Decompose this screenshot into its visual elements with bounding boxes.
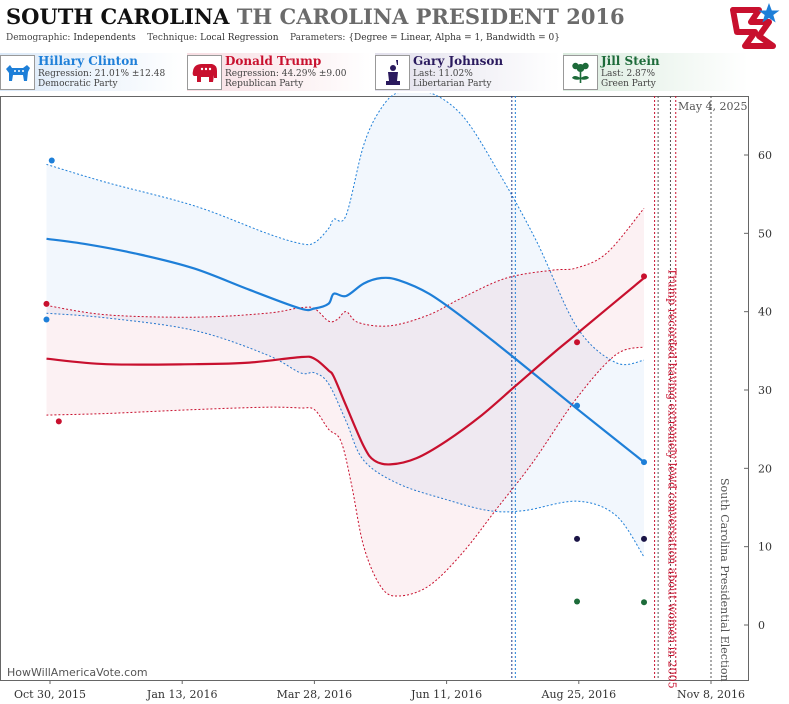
y-tick-label-2: 20 (758, 462, 772, 475)
y-tick-label-4: 40 (758, 306, 772, 319)
trend-line-1 (46, 277, 645, 466)
candidate-legend: Hillary Clinton Regression: 21.01% ±12.4… (0, 53, 789, 93)
title-state: SOUTH CAROLINA (6, 4, 230, 29)
title-race: TH CAROLINA PRESIDENT 2016 (236, 4, 625, 29)
poll-point-0-2 (574, 402, 581, 409)
trend-line-0 (46, 237, 645, 463)
x-tick-label-4: Aug 25, 2016 (541, 688, 617, 701)
confidence-band-0 (46, 93, 644, 557)
candidate-name: Gary Johnson (413, 54, 504, 68)
candidate-party: Democratic Party (38, 79, 118, 89)
poll-point-0-0 (48, 157, 55, 164)
demographic-label: Demographic: (6, 33, 71, 43)
y-tick-label-3: 30 (758, 384, 772, 397)
poll-point-3-1 (641, 599, 648, 606)
candidate-stat: Last: 11.02% (413, 69, 473, 79)
candidate-stat: Regression: 21.01% ±12.48 (38, 69, 166, 79)
y-tick-label-0: 0 (758, 619, 765, 632)
candidate-party: Green Party (601, 79, 656, 89)
poll-point-0-1 (43, 316, 50, 323)
candidate-stat: Last: 2.87% (601, 69, 656, 79)
poll-point-1-1 (55, 418, 62, 425)
lower-bound-1 (46, 346, 645, 597)
candidate-name: Hillary Clinton (38, 54, 138, 68)
parameters-line: Demographic: Independents Technique: Loc… (6, 33, 560, 43)
y-tick-label-5: 50 (758, 227, 772, 240)
candidate-party: Republican Party (225, 79, 304, 89)
lower-bound-0 (46, 312, 645, 558)
y-tick-label-1: 10 (758, 541, 772, 554)
y-tick-label-6: 60 (758, 149, 772, 162)
poll-point-1-0 (43, 300, 50, 307)
demographic-value: Independents (73, 33, 136, 43)
upper-bound-1 (46, 207, 645, 327)
upper-bound-0 (46, 93, 645, 366)
poll-point-0-3 (641, 459, 648, 466)
elephant-icon (187, 55, 222, 90)
plot-frame (0, 96, 749, 681)
page-title: SOUTH CAROLINA TH CAROLINA PRESIDENT 201… (6, 4, 625, 29)
site-logo-icon (730, 3, 780, 49)
x-tick-label-3: Jun 11, 2016 (410, 688, 482, 701)
candidate-name: Donald Trump (225, 54, 322, 68)
poll-chart: 0 10 20 30 40 50 60 Oct 30, 2015 Jan 13, 2016 Mar… (0, 93, 772, 701)
candidate-trump: Donald Trump Regression: 44.29% ±9.00 Re… (187, 53, 372, 91)
parameters-value: {Degree = Linear, Alpha = 1, Bandwidth =… (348, 33, 560, 43)
candidate-name: Jill Stein (601, 54, 660, 68)
x-tick-label-2: Mar 28, 2016 (277, 688, 353, 701)
candidate-party: Libertarian Party (413, 79, 492, 89)
x-tick-label-5: Nov 8, 2016 (677, 688, 745, 701)
donkey-icon (0, 55, 35, 90)
poll-point-2-0 (574, 535, 581, 542)
candidate-johnson: Gary Johnson Last: 11.02% Libertarian Pa… (375, 53, 560, 91)
poll-point-3-0 (574, 598, 581, 605)
candidate-stat: Regression: 44.29% ±9.00 (225, 69, 347, 79)
x-tick-label-0: Oct 30, 2015 (14, 688, 86, 701)
event-label-6: South Carolina Presidential Election (718, 478, 731, 682)
technique-label: Technique: (147, 33, 198, 43)
technique-value: Local Regression (200, 33, 279, 43)
date-stamp: May 4, 2025 (678, 100, 748, 113)
event-label-5: Trump recorded having extremely lewd con… (666, 268, 679, 689)
poll-point-2-1 (641, 535, 648, 542)
x-tick-label-1: Jan 13, 2016 (146, 688, 218, 701)
flower-icon (563, 55, 598, 90)
poll-point-1-3 (641, 273, 648, 280)
candidate-stein: Jill Stein Last: 2.87% Green Party (563, 53, 748, 91)
watermark: HowWillAmericaVote.com (7, 666, 148, 679)
liberty-icon (375, 55, 410, 90)
candidate-clinton: Hillary Clinton Regression: 21.01% ±12.4… (0, 53, 185, 91)
poll-point-1-2 (574, 339, 581, 346)
parameters-label: Parameters: (289, 33, 346, 43)
